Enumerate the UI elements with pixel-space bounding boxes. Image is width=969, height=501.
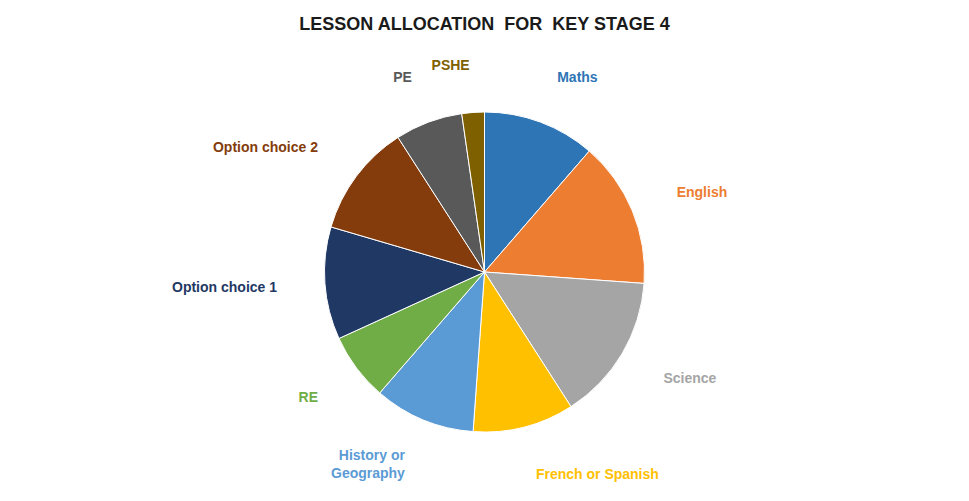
slice-label: History or Geography bbox=[331, 447, 405, 481]
slice-label: Option choice 1 bbox=[172, 279, 277, 295]
slice-label-line: PE bbox=[393, 69, 412, 85]
slice-label: RE bbox=[299, 389, 318, 405]
slice-label: Option choice 2 bbox=[213, 139, 318, 155]
slice-label-line: History or bbox=[339, 447, 406, 463]
slice-label-line: RE bbox=[299, 389, 318, 405]
pie-slice bbox=[462, 112, 485, 272]
pie-slice bbox=[473, 272, 571, 432]
chart-svg: LESSON ALLOCATION FOR KEY STAGE 4 Maths En… bbox=[0, 0, 969, 501]
pie-group bbox=[325, 112, 645, 432]
slice-label: English bbox=[677, 184, 728, 200]
slice-label-line: French or Spanish bbox=[536, 466, 659, 482]
slice-label: PE bbox=[393, 69, 412, 85]
label-group: Maths English Science French or Spanish Hist… bbox=[172, 57, 727, 482]
slice-label-line: Option choice 2 bbox=[213, 139, 318, 155]
slice-label: PSHE bbox=[432, 57, 470, 73]
slice-label: Maths bbox=[557, 69, 598, 85]
slice-label-line: English bbox=[677, 184, 728, 200]
slice-label: Science bbox=[663, 370, 716, 386]
slice-label: French or Spanish bbox=[536, 466, 659, 482]
chart-title: LESSON ALLOCATION FOR KEY STAGE 4 bbox=[299, 14, 669, 34]
slice-label-line: Maths bbox=[557, 69, 598, 85]
pie-slice bbox=[485, 151, 645, 283]
slice-label-line: PSHE bbox=[432, 57, 470, 73]
slice-label-line: Option choice 1 bbox=[172, 279, 277, 295]
slice-label-line: Geography bbox=[331, 465, 405, 481]
slice-label-line: Science bbox=[663, 370, 716, 386]
